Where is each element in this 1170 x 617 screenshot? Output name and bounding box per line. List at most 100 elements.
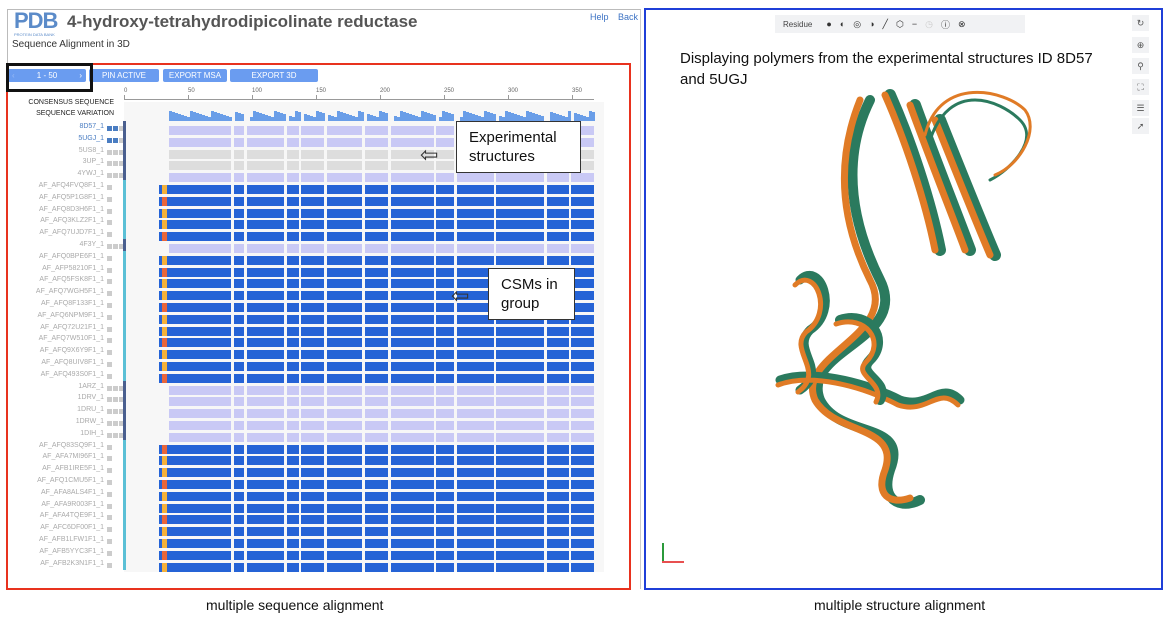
row-label[interactable]: 1DRU_1 [77,406,104,414]
chain-toggle[interactable] [113,244,118,249]
wrench-icon[interactable]: ⚲ [1132,58,1149,74]
chain-toggle[interactable] [107,491,112,497]
chain-toggle[interactable] [119,244,124,249]
chain-toggle[interactable] [119,161,124,167]
chain-toggle[interactable] [119,126,124,131]
reset-icon[interactable]: ↻ [1132,15,1149,31]
chain-toggle[interactable] [107,220,112,226]
back-link[interactable]: Back [618,12,639,22]
chain-toggle[interactable] [107,480,112,485]
chain-toggle[interactable] [107,362,112,367]
row-label[interactable]: AF_AFQ8D3H6F1_1 [39,205,104,213]
export-msa-button[interactable]: EXPORT MSA [163,69,227,82]
chain-toggle[interactable] [107,444,112,450]
chain-toggle[interactable] [113,149,118,155]
chain-toggle[interactable] [107,432,112,438]
chain-toggle[interactable] [107,550,112,556]
chain-toggle[interactable] [113,432,118,438]
row-label[interactable]: AF_AFP58210F1_1 [42,264,104,272]
help-icon[interactable]: ⓘ [940,19,950,30]
row-label[interactable]: AF_AFQ4FVQ8F1_1 [38,182,104,189]
chain-toggle[interactable] [107,232,112,238]
chain-toggle[interactable] [119,409,124,415]
row-label[interactable]: 5US8_1 [78,146,104,154]
chain-toggle[interactable] [107,208,112,214]
chain-toggle[interactable] [113,409,118,415]
row-label[interactable]: AF_AFQ72U21F1_1 [40,323,104,331]
chain-toggle[interactable] [107,291,112,297]
row-label[interactable]: AF_AFQ3KLZ2F1_1 [40,217,104,225]
row-label[interactable]: AF_AFB5YYC3F1_1 [39,547,104,555]
chain-toggle[interactable] [107,255,112,261]
cube-icon[interactable]: ⬡ [895,18,904,29]
prev-page-icon[interactable]: ‹ [12,71,15,80]
row-label[interactable]: AF_AFB1LFW1F1_1 [39,536,104,543]
focus-icon[interactable]: ● [826,19,832,29]
chain-toggle[interactable] [107,468,112,474]
chain-toggle[interactable] [107,539,112,544]
row-label[interactable]: AF_AFQ493S0F1_1 [40,370,104,378]
chain-toggle[interactable] [107,456,112,462]
chain-toggle[interactable] [119,432,124,438]
structure-viewer[interactable] [644,8,1163,590]
help-link[interactable]: Help [590,12,609,22]
row-label[interactable]: AF_AFA7MI96F1_1 [42,453,104,461]
chain-toggle[interactable] [107,314,112,320]
row-label[interactable]: AF_AFQ7W510F1_1 [38,335,104,343]
brush-icon[interactable]: ╱ [882,18,888,29]
chain-toggle[interactable] [119,149,124,155]
row-label[interactable]: AF_AFQ1CMU5F1_1 [37,477,104,484]
row-label[interactable]: 8D57_1 [79,123,104,130]
chain-toggle[interactable] [119,137,124,143]
overlap-icon[interactable]: ◎ [853,18,862,29]
chain-toggle[interactable] [107,385,112,391]
chain-toggle[interactable] [107,161,112,167]
row-label[interactable]: 3UP_1 [82,158,104,166]
chain-toggle[interactable] [107,338,112,344]
fullscreen-icon[interactable]: ⛶ [1132,79,1149,95]
chain-toggle[interactable] [107,126,112,131]
row-label[interactable]: AF_AFQ8F133F1_1 [40,300,104,307]
row-label[interactable]: AF_AFA9R003F1_1 [41,500,104,508]
row-label[interactable]: AF_AFQ7WGH5F1_1 [35,288,104,296]
chain-toggle[interactable] [107,562,112,568]
chain-toggle[interactable] [107,267,112,273]
chain-toggle[interactable] [113,397,118,403]
chain-toggle[interactable] [107,503,112,509]
chain-toggle[interactable] [119,173,124,179]
row-label[interactable]: 5UGJ_1 [78,134,104,142]
next-page-icon[interactable]: › [79,71,82,80]
chain-toggle[interactable] [107,244,112,249]
row-label[interactable]: AF_AFQ9X6Y9F1_1 [39,347,104,355]
chain-toggle[interactable] [107,373,112,379]
chain-toggle[interactable] [107,326,112,332]
alignment-track[interactable] [124,102,604,572]
row-label[interactable]: 1DRW_1 [75,418,104,425]
chain-toggle[interactable] [107,185,112,190]
row-label[interactable]: AF_AFQ83SQ9F1_1 [39,441,104,449]
chain-toggle[interactable] [107,350,112,356]
chain-toggle[interactable] [113,161,118,167]
chain-toggle[interactable] [113,421,118,426]
chain-toggle[interactable] [119,385,124,391]
row-label[interactable]: 1DRV_1 [77,394,104,402]
half-icon[interactable]: ◐ [839,19,846,29]
export-3d-button[interactable]: EXPORT 3D [230,69,318,82]
chain-toggle[interactable] [119,421,124,426]
chain-toggle[interactable] [113,126,118,131]
pin-active-button[interactable]: PIN ACTIVE [89,69,159,82]
row-label[interactable]: AF_AFQ7UJD7F1_1 [39,229,104,237]
chain-toggle[interactable] [119,397,124,403]
residue-mode-select[interactable]: Residue [783,19,813,29]
chain-toggle[interactable] [107,173,112,179]
chain-toggle[interactable] [113,385,118,391]
chain-toggle[interactable] [107,515,112,521]
chain-toggle[interactable] [107,149,112,155]
chain-toggle[interactable] [113,173,118,179]
row-label[interactable]: AF_AFQ5P1G8F1_1 [39,193,104,201]
row-label[interactable]: AF_AFA4TQE9F1_1 [39,512,104,520]
row-label[interactable]: 1ARZ_1 [78,382,104,390]
select-cursor-icon[interactable]: ➚ [1132,118,1149,134]
chain-toggle[interactable] [107,137,112,143]
row-label[interactable]: 1DIH_1 [80,429,104,437]
